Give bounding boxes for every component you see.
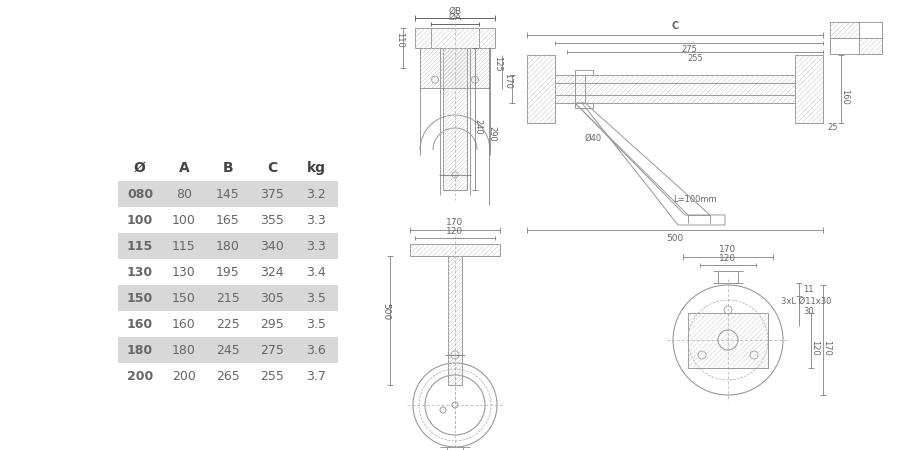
- Text: 340: 340: [260, 239, 284, 252]
- Text: 200: 200: [172, 369, 196, 382]
- Text: 125: 125: [493, 56, 502, 72]
- Text: 3.5: 3.5: [306, 318, 326, 330]
- Text: 170: 170: [719, 245, 736, 254]
- Text: 115: 115: [127, 239, 153, 252]
- Text: kg: kg: [307, 161, 326, 175]
- Bar: [830, 22, 882, 54]
- Text: 290: 290: [488, 126, 497, 142]
- Text: 120: 120: [811, 340, 820, 356]
- Text: 324: 324: [260, 266, 284, 279]
- Text: 255: 255: [260, 369, 284, 382]
- Text: 170: 170: [446, 218, 464, 227]
- Bar: [118, 181, 338, 207]
- Bar: [795, 55, 823, 123]
- Text: 255: 255: [687, 54, 703, 63]
- Bar: [420, 48, 490, 88]
- Text: C: C: [267, 161, 277, 175]
- Text: 25: 25: [827, 123, 838, 132]
- Text: 165: 165: [216, 213, 240, 226]
- Text: 265: 265: [216, 369, 240, 382]
- Bar: [118, 233, 338, 259]
- Text: Ø: Ø: [134, 161, 146, 175]
- Text: 3.3: 3.3: [306, 213, 326, 226]
- Text: B: B: [222, 161, 233, 175]
- Text: 150: 150: [127, 292, 153, 305]
- Bar: [718, 271, 738, 283]
- Text: 130: 130: [172, 266, 196, 279]
- Bar: [118, 285, 338, 311]
- Text: 200: 200: [127, 369, 153, 382]
- Bar: [443, 48, 467, 190]
- Text: 275: 275: [681, 45, 697, 54]
- Text: 11: 11: [803, 285, 814, 294]
- Bar: [688, 312, 768, 368]
- Text: 115: 115: [172, 239, 196, 252]
- Text: 080: 080: [127, 188, 153, 201]
- Bar: [575, 103, 593, 108]
- Text: 160: 160: [127, 318, 153, 330]
- Text: 245: 245: [216, 343, 240, 356]
- Text: 145: 145: [216, 188, 240, 201]
- Text: L=100mm: L=100mm: [673, 195, 716, 204]
- Text: 170: 170: [823, 340, 832, 356]
- Text: 180: 180: [172, 343, 196, 356]
- Text: 130: 130: [127, 266, 153, 279]
- Text: 500: 500: [382, 303, 391, 320]
- Text: 375: 375: [260, 188, 284, 201]
- Text: 3.2: 3.2: [306, 188, 326, 201]
- Text: 80: 80: [176, 188, 192, 201]
- Text: 180: 180: [127, 343, 153, 356]
- Text: 215: 215: [216, 292, 240, 305]
- Text: 170: 170: [503, 73, 512, 89]
- Text: 305: 305: [260, 292, 284, 305]
- Text: 100: 100: [127, 213, 153, 226]
- Bar: [118, 337, 338, 363]
- Text: 195: 195: [216, 266, 240, 279]
- Text: 3.3: 3.3: [306, 239, 326, 252]
- Text: 110: 110: [395, 32, 404, 48]
- Text: Ø40: Ø40: [585, 134, 602, 143]
- Bar: [575, 70, 593, 75]
- Text: 3xL Ø11x30: 3xL Ø11x30: [781, 297, 832, 306]
- Text: 225: 225: [216, 318, 240, 330]
- Text: A: A: [178, 161, 189, 175]
- Text: 160: 160: [841, 89, 850, 105]
- Text: 355: 355: [260, 213, 284, 226]
- Text: ØA: ØA: [448, 13, 462, 22]
- Text: 3.4: 3.4: [306, 266, 326, 279]
- Text: 3.7: 3.7: [306, 369, 326, 382]
- Bar: [527, 55, 555, 123]
- Text: 160: 160: [172, 318, 196, 330]
- Text: 30: 30: [803, 306, 814, 315]
- Bar: [410, 244, 500, 256]
- Text: C: C: [671, 21, 679, 31]
- Text: 295: 295: [260, 318, 284, 330]
- Text: 3.5: 3.5: [306, 292, 326, 305]
- Bar: [448, 256, 462, 385]
- Text: 150: 150: [172, 292, 196, 305]
- Bar: [555, 75, 795, 103]
- Text: 500: 500: [666, 234, 684, 243]
- Text: 240: 240: [473, 119, 482, 135]
- Bar: [415, 28, 495, 48]
- Text: 120: 120: [719, 254, 736, 263]
- Text: 3.6: 3.6: [306, 343, 326, 356]
- Text: 275: 275: [260, 343, 284, 356]
- Text: 180: 180: [216, 239, 240, 252]
- Bar: [431, 28, 479, 48]
- Text: 100: 100: [172, 213, 196, 226]
- Text: ØB: ØB: [448, 7, 462, 16]
- Text: 120: 120: [446, 227, 464, 236]
